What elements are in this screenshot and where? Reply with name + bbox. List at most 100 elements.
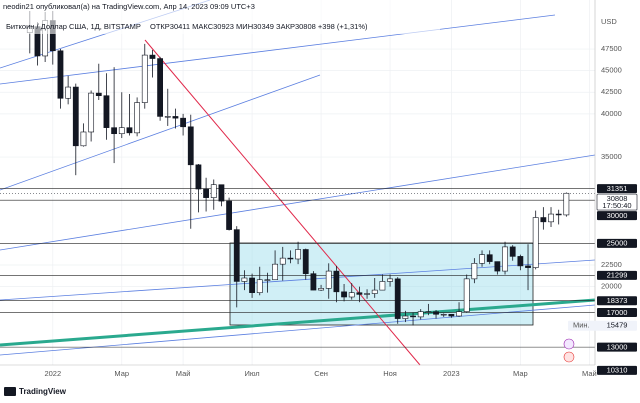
candle-body bbox=[433, 311, 439, 315]
candle-body bbox=[249, 277, 255, 293]
candle-body bbox=[264, 279, 271, 281]
x-tick-label: Май bbox=[176, 369, 191, 378]
candle-body bbox=[65, 86, 72, 99]
candle-body bbox=[410, 315, 416, 318]
candle-body bbox=[111, 127, 118, 135]
trend-line bbox=[0, 154, 596, 251]
symbol-title: Биткоин / Доллар США, 1Д, BITSTAMP bbox=[6, 22, 141, 31]
candle-body bbox=[341, 291, 347, 298]
price-label-box bbox=[597, 211, 637, 221]
price-label: 21299 bbox=[607, 271, 628, 280]
price-label: 30808 bbox=[607, 194, 628, 203]
price-label-box bbox=[597, 308, 637, 318]
candle-body bbox=[118, 127, 125, 135]
candle-body bbox=[364, 293, 370, 295]
candle-body bbox=[425, 311, 432, 313]
price-label-box bbox=[597, 365, 637, 375]
candles bbox=[26, 11, 570, 326]
candle-body bbox=[157, 58, 164, 117]
candle-body bbox=[479, 254, 485, 264]
candle-body bbox=[287, 257, 294, 260]
candle-body bbox=[448, 313, 455, 317]
price-label-box bbox=[597, 342, 637, 352]
alert-icon[interactable] bbox=[563, 338, 575, 350]
candle-body bbox=[141, 54, 148, 103]
ohlc-legend: ОТКР30411 МАКС30923 МИН30349 ЗАКР30808 +… bbox=[150, 22, 368, 31]
candle-body bbox=[517, 256, 524, 267]
candle-body bbox=[440, 313, 447, 316]
levels bbox=[0, 188, 595, 348]
candle-body bbox=[80, 131, 87, 147]
price-label: 18373 bbox=[607, 296, 628, 305]
candle-body bbox=[417, 311, 424, 318]
candle-body bbox=[456, 311, 462, 317]
y-tick-label: 47500 bbox=[601, 44, 622, 53]
candle-body bbox=[509, 246, 516, 257]
candle-body bbox=[463, 278, 470, 312]
candle-body bbox=[218, 184, 225, 202]
header-bg bbox=[0, 0, 440, 34]
candle-body bbox=[310, 273, 317, 291]
price-label: 17000 bbox=[607, 308, 628, 317]
brand: TradingView bbox=[19, 387, 67, 396]
y-tick-label: 45000 bbox=[601, 66, 622, 75]
candle-body bbox=[555, 213, 562, 216]
candle-body bbox=[333, 270, 340, 293]
candle-body bbox=[241, 277, 248, 282]
y-tick-label: 42500 bbox=[601, 87, 622, 96]
candle-body bbox=[95, 92, 102, 96]
candle-body bbox=[471, 263, 478, 280]
candle-body bbox=[371, 289, 378, 294]
candle-body bbox=[88, 92, 95, 133]
candle-body bbox=[256, 279, 263, 293]
x-tick-label: 2022 bbox=[44, 369, 61, 378]
author-line: neodin21 опубликовал(а) на TradingView.c… bbox=[3, 2, 255, 11]
y-tick-label: 35000 bbox=[601, 152, 622, 161]
candle-body bbox=[379, 281, 386, 291]
candle-body bbox=[180, 117, 186, 128]
candle-body bbox=[226, 200, 232, 230]
brand-logo bbox=[4, 387, 16, 396]
candle-body bbox=[57, 50, 64, 99]
candle-body bbox=[325, 270, 332, 289]
price-label-box bbox=[597, 184, 637, 194]
price-label: 30000 bbox=[607, 211, 628, 220]
y-tick-label: 20000 bbox=[601, 282, 622, 291]
price-label: 25000 bbox=[607, 239, 628, 248]
candle-body bbox=[279, 257, 286, 265]
candle-body bbox=[525, 265, 531, 268]
min-marker-box bbox=[568, 320, 637, 331]
axis-unit: USD bbox=[601, 17, 617, 26]
candle-body bbox=[486, 254, 493, 262]
event-icon[interactable] bbox=[563, 351, 575, 363]
x-tick-label: Мар bbox=[513, 369, 528, 378]
support-line bbox=[0, 298, 596, 347]
price-label-box bbox=[597, 296, 637, 306]
candle-body bbox=[134, 102, 141, 134]
trend-line bbox=[0, 14, 556, 85]
candle-body bbox=[402, 315, 409, 319]
candle-body bbox=[318, 288, 324, 291]
price-label-box bbox=[597, 270, 637, 280]
candle-body bbox=[548, 213, 554, 223]
candle-body bbox=[195, 164, 202, 190]
countdown: 17:50:40 bbox=[602, 201, 631, 210]
candle-body bbox=[532, 217, 539, 268]
min-marker-label: Мин. bbox=[573, 321, 590, 330]
candle-body bbox=[272, 263, 278, 281]
price-label: 10310 bbox=[607, 366, 628, 375]
x-tick-label: 2023 bbox=[443, 369, 460, 378]
x-tick-label: Сен bbox=[314, 369, 328, 378]
candle-body bbox=[149, 54, 156, 59]
price-label-box bbox=[596, 193, 638, 211]
candle-body bbox=[187, 126, 194, 166]
candle-body bbox=[394, 278, 401, 319]
candle-body bbox=[210, 184, 217, 198]
candle-body bbox=[540, 217, 547, 223]
candle-body bbox=[348, 292, 355, 298]
x-tick-label: Ноя bbox=[383, 369, 397, 378]
x-tick-label: Мар bbox=[114, 369, 129, 378]
candle-body bbox=[233, 229, 240, 282]
